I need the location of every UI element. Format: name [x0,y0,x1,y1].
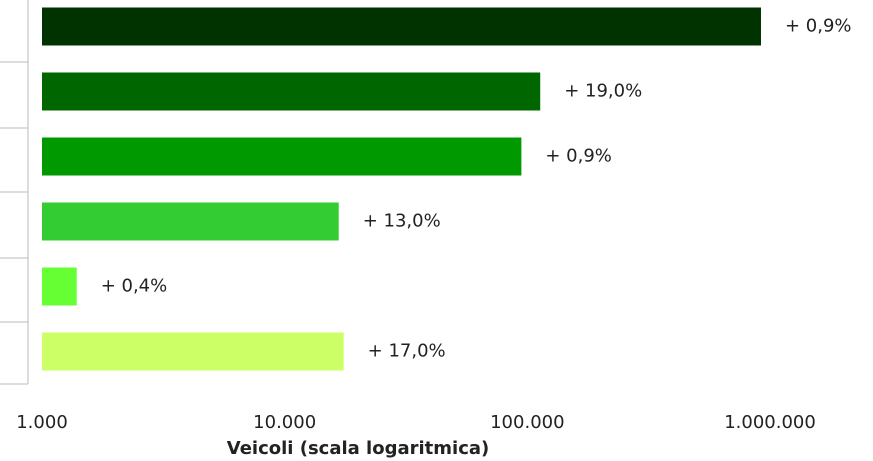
bar [42,267,77,306]
bar [42,137,522,176]
x-tick-label: 1.000.000 [724,412,816,433]
x-tick-label: 1.000 [16,412,68,433]
bar-annotation: + 0,4% [101,276,168,297]
x-axis-title: Veicoli (scala logaritmica) [227,438,490,459]
bar [42,72,541,111]
x-tick-label: 10.000 [253,412,316,433]
bar-annotation: + 0,9% [785,16,852,37]
bar [42,332,344,371]
bar-annotation: + 13,0% [363,211,441,232]
bar [42,202,339,241]
bar-annotation: + 0,9% [545,146,612,167]
x-tick-label: 100.000 [490,412,564,433]
bar [42,7,761,46]
bar-annotation: + 17,0% [368,341,446,362]
bar-annotation: + 19,0% [564,81,642,102]
cropped-table-edge [0,0,29,385]
